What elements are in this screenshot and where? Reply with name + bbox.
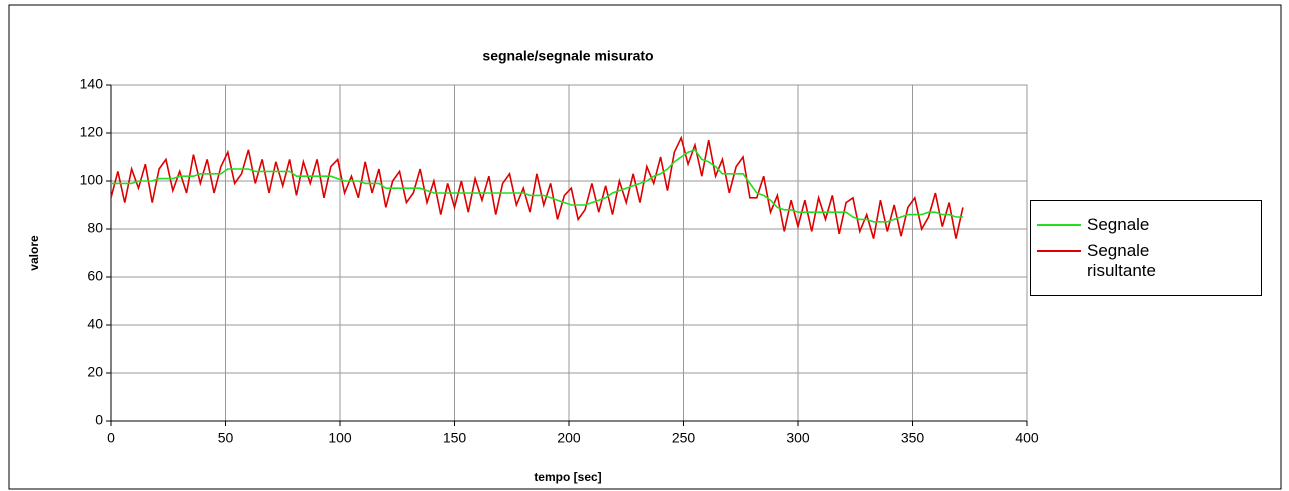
x-tick-label: 300 bbox=[786, 430, 810, 446]
y-tick-label: 0 bbox=[95, 412, 103, 428]
y-tick-label: 80 bbox=[87, 220, 103, 236]
y-tick-label: 40 bbox=[87, 316, 103, 332]
chart-border bbox=[8, 4, 1282, 490]
y-tick-label: 60 bbox=[87, 268, 103, 284]
series-line bbox=[110, 135, 964, 239]
x-tick-label: 250 bbox=[672, 430, 696, 446]
y-tick-label: 120 bbox=[80, 124, 104, 140]
y-tick-label: 140 bbox=[80, 76, 104, 92]
x-tick-label: 50 bbox=[218, 430, 234, 446]
x-tick-label: 150 bbox=[443, 430, 467, 446]
x-tick-label: 200 bbox=[557, 430, 581, 446]
legend-label: Segnale bbox=[1087, 215, 1150, 234]
legend-label: Segnale risultante bbox=[1087, 241, 1156, 280]
legend-swatch bbox=[1037, 224, 1081, 226]
legend-item: Segnale bbox=[1037, 215, 1197, 235]
y-axis-label: valore bbox=[27, 235, 41, 271]
legend-item: Segnale risultante bbox=[1037, 241, 1197, 281]
legend: Segnale Segnale risultante bbox=[1030, 200, 1262, 296]
y-tick-label: 20 bbox=[87, 364, 103, 380]
x-tick-label: 350 bbox=[901, 430, 925, 446]
legend-swatch bbox=[1037, 250, 1081, 252]
x-axis-label: tempo [sec] bbox=[534, 470, 601, 484]
series-line bbox=[111, 148, 963, 223]
x-tick-label: 400 bbox=[1015, 430, 1039, 446]
y-tick-label: 100 bbox=[80, 172, 104, 188]
x-tick-label: 100 bbox=[328, 430, 352, 446]
x-tick-label: 0 bbox=[107, 430, 115, 446]
chart-title: segnale/segnale misurato bbox=[482, 48, 653, 64]
